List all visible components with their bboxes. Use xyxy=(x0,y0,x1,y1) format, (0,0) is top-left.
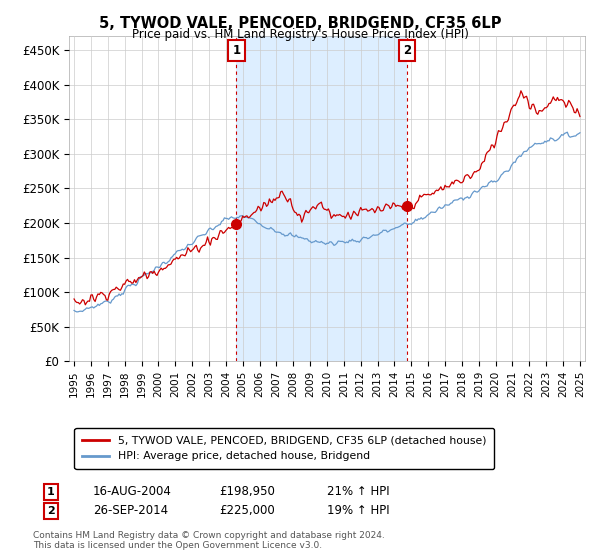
Text: 2: 2 xyxy=(403,44,411,57)
Text: 5, TYWOD VALE, PENCOED, BRIDGEND, CF35 6LP: 5, TYWOD VALE, PENCOED, BRIDGEND, CF35 6… xyxy=(99,16,501,31)
Text: 1: 1 xyxy=(232,44,241,57)
Legend: 5, TYWOD VALE, PENCOED, BRIDGEND, CF35 6LP (detached house), HPI: Average price,: 5, TYWOD VALE, PENCOED, BRIDGEND, CF35 6… xyxy=(74,428,494,469)
Text: £198,950: £198,950 xyxy=(219,485,275,498)
Text: Contains HM Land Registry data © Crown copyright and database right 2024.
This d: Contains HM Land Registry data © Crown c… xyxy=(33,531,385,550)
Text: 16-AUG-2004: 16-AUG-2004 xyxy=(93,485,172,498)
Text: 1: 1 xyxy=(47,487,55,497)
Text: £225,000: £225,000 xyxy=(219,504,275,517)
Bar xyxy=(236,36,407,361)
Text: 2: 2 xyxy=(47,506,55,516)
Text: 19% ↑ HPI: 19% ↑ HPI xyxy=(327,504,389,517)
Text: 21% ↑ HPI: 21% ↑ HPI xyxy=(327,485,389,498)
Text: Price paid vs. HM Land Registry's House Price Index (HPI): Price paid vs. HM Land Registry's House … xyxy=(131,28,469,41)
Text: 26-SEP-2014: 26-SEP-2014 xyxy=(93,504,168,517)
